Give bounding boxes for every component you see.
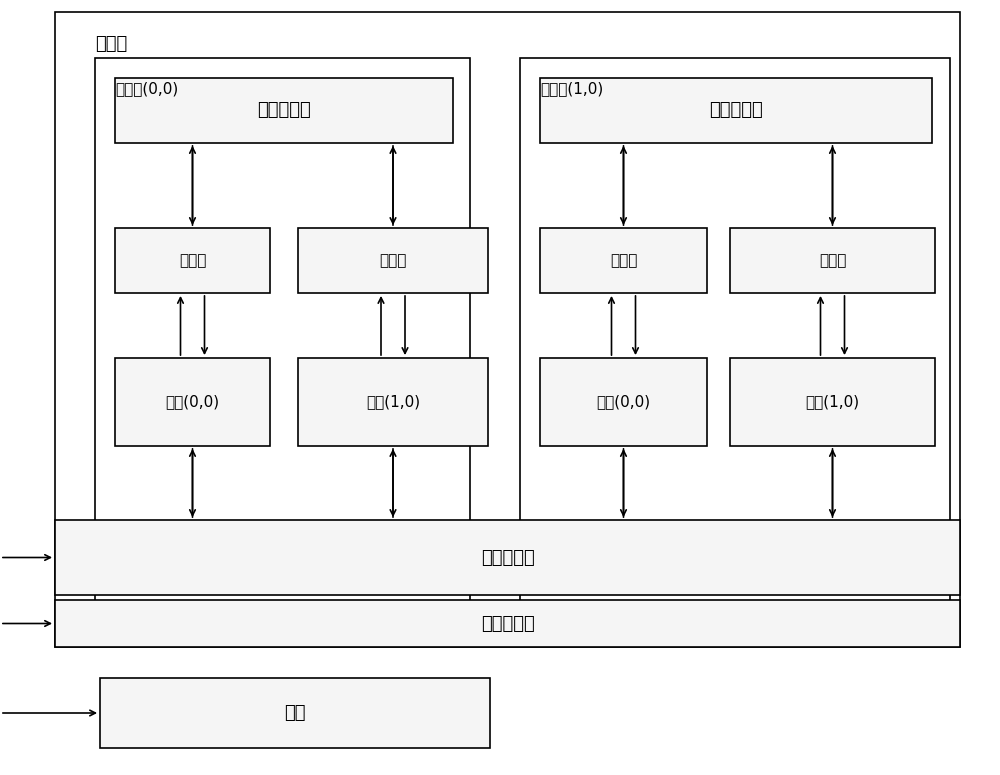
Bar	[115, 228, 270, 293]
Bar	[298, 358, 488, 446]
Bar	[540, 78, 932, 143]
Bar	[540, 358, 707, 446]
Bar	[55, 12, 960, 647]
Bar	[730, 228, 935, 293]
Bar	[115, 78, 453, 143]
Bar	[540, 228, 707, 293]
Text: 线程(0,0): 线程(0,0)	[165, 394, 220, 409]
Bar	[115, 358, 270, 446]
Text: 寄存器: 寄存器	[179, 253, 206, 268]
Text: 全局存储器: 全局存储器	[481, 549, 534, 567]
Bar	[730, 358, 935, 446]
Bar	[100, 678, 490, 748]
Text: 线程(0,0): 线程(0,0)	[596, 394, 651, 409]
Bar	[520, 58, 950, 628]
Text: 线程(1,0): 线程(1,0)	[805, 394, 860, 409]
Text: 寄存器: 寄存器	[819, 253, 846, 268]
Text: 寄存器: 寄存器	[610, 253, 637, 268]
Text: 共享存储器: 共享存储器	[709, 102, 763, 119]
Text: 线程(1,0): 线程(1,0)	[366, 394, 420, 409]
Text: 线程块(1,0): 线程块(1,0)	[540, 81, 603, 96]
Text: 线程块(0,0): 线程块(0,0)	[115, 81, 178, 96]
Text: 寄存器: 寄存器	[379, 253, 407, 268]
Bar	[55, 600, 960, 647]
Text: 共享存储器: 共享存储器	[257, 102, 311, 119]
Text: 主机: 主机	[284, 704, 306, 722]
Bar	[55, 520, 960, 595]
Bar	[298, 228, 488, 293]
Text: 块网格: 块网格	[95, 35, 127, 53]
Text: 常量存储器: 常量存储器	[481, 615, 534, 632]
Bar	[95, 58, 470, 628]
